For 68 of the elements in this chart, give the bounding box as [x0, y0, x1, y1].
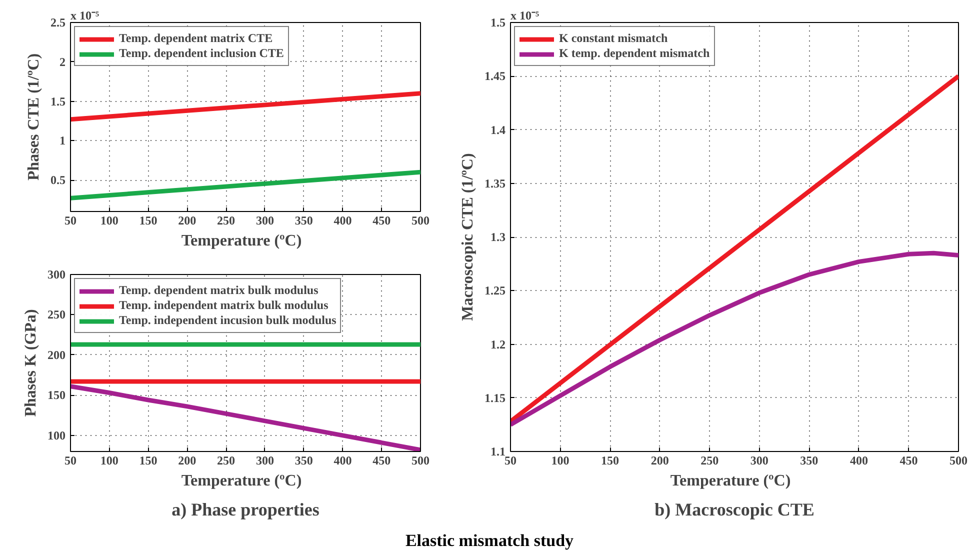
- x-tick-label: 250: [700, 454, 719, 468]
- y-tick-label: 2: [60, 54, 66, 69]
- y-tick-label: 1.1: [490, 444, 506, 458]
- x-axis-title: Temperature (ºC): [181, 472, 302, 490]
- x-tick-label: 400: [334, 214, 352, 228]
- x-tick-label: 300: [256, 454, 274, 468]
- y-tick-label: 150: [48, 388, 66, 402]
- x-tick-label: 450: [372, 214, 391, 228]
- x-tick-label: 100: [100, 214, 118, 228]
- y-tick-label: 1.3: [490, 230, 506, 244]
- x-tick-label: 350: [294, 214, 313, 228]
- x-tick-label: 300: [750, 454, 768, 468]
- legend-label: Temp. independent incusion bulk modulus: [119, 313, 336, 328]
- x-tick-label: 450: [900, 454, 918, 468]
- y-tick-label: 200: [48, 348, 66, 362]
- x-tick-label: 150: [601, 454, 620, 468]
- y-tick-label: 1.2: [490, 337, 506, 352]
- x-tick-label: 250: [217, 454, 236, 468]
- line-series: [510, 250, 958, 427]
- x-tick-label: 300: [256, 214, 274, 228]
- legend-label: Temp. dependent matrix bulk modulus: [119, 283, 318, 298]
- y-tick-label: 300: [48, 268, 66, 282]
- y-tick-label: 1.25: [484, 284, 506, 298]
- x-tick-label: 100: [551, 454, 570, 468]
- x-tick-label: 50: [64, 214, 76, 228]
- x-axis-title: Temperature (ºC): [181, 232, 302, 250]
- x-tick-label: 50: [504, 454, 516, 468]
- x-tick-label: 400: [334, 454, 352, 468]
- x-tick-label: 450: [372, 454, 391, 468]
- legend-label: Temp. dependent matrix CTE: [119, 31, 273, 46]
- legend-label: Temp. independent matrix bulk modulus: [119, 298, 328, 313]
- x-tick-label: 400: [850, 454, 868, 468]
- y-tick-label: 1.45: [484, 69, 506, 84]
- y-tick-label: 1: [60, 134, 66, 148]
- y-axis-title: Phases CTE (1/ºC): [26, 53, 42, 181]
- y-axis-title: Macroscopic CTE (1/ºC): [460, 153, 476, 321]
- legend-label: K constant mismatch: [559, 31, 668, 46]
- x-tick-label: 350: [800, 454, 818, 468]
- y-tick-label: 2.5: [50, 16, 66, 30]
- x-tick-label: 150: [139, 454, 158, 468]
- y-tick-label: 0.5: [50, 173, 66, 187]
- x-tick-label: 500: [412, 454, 430, 468]
- y-tick-label: 1.4: [490, 122, 506, 137]
- annotation: x 10⁻⁵: [70, 8, 100, 22]
- x-tick-label: 200: [650, 454, 669, 468]
- text: b) Macroscopic CTE: [654, 500, 814, 520]
- x-tick-label: 200: [178, 454, 196, 468]
- x-tick-label: 500: [950, 454, 968, 468]
- y-tick-label: 1.5: [490, 16, 506, 30]
- x-tick-label: 150: [139, 214, 158, 228]
- x-tick-label: 100: [100, 454, 118, 468]
- y-tick-label: 1.5: [50, 94, 66, 108]
- y-tick-label: 100: [48, 428, 66, 442]
- y-axis-title: Phases K (GPa): [22, 309, 40, 417]
- y-tick-label: 1.35: [484, 176, 506, 190]
- x-tick-label: 250: [217, 214, 236, 228]
- legend-label: Temp. dependent inclusion CTE: [119, 46, 284, 61]
- x-tick-label: 50: [64, 454, 76, 468]
- text: Elastic mismatch study: [405, 531, 574, 550]
- x-axis-title: Temperature (ºC): [670, 472, 791, 490]
- x-tick-label: 200: [178, 214, 196, 228]
- y-tick-label: 1.15: [484, 390, 506, 405]
- x-tick-label: 350: [294, 454, 313, 468]
- legend-label: K temp. dependent mismatch: [559, 46, 710, 61]
- text: a) Phase properties: [172, 500, 320, 520]
- x-tick-label: 500: [412, 214, 430, 228]
- text: x 10⁻⁵: [510, 8, 540, 22]
- y-tick-label: 250: [48, 308, 66, 322]
